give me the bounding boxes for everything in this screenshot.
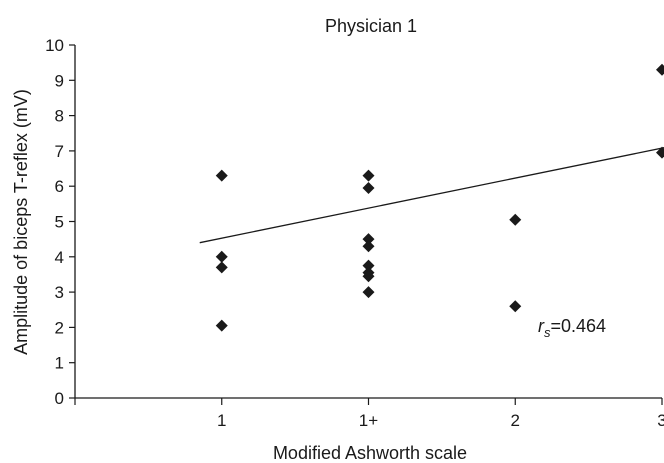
y-tick-label: 0 [55, 389, 64, 408]
data-point [509, 213, 522, 226]
x-tick-label: 3 [657, 411, 664, 430]
x-tick-label: 2 [511, 411, 520, 430]
y-tick-label: 8 [55, 107, 64, 126]
y-tick-label: 2 [55, 318, 64, 337]
chart-title: Physician 1 [325, 16, 417, 36]
y-tick-label: 3 [55, 283, 64, 302]
y-tick-label: 10 [45, 36, 64, 55]
data-point [509, 300, 522, 313]
data-points [215, 63, 664, 332]
y-tick-group: 0 1 2 3 4 5 6 7 8 9 10 [45, 36, 75, 408]
annotation-value: =0.464 [551, 316, 607, 336]
data-point [362, 169, 375, 182]
data-point [362, 286, 375, 299]
data-point [215, 261, 228, 274]
data-point [362, 270, 375, 283]
data-point [215, 250, 228, 263]
x-tick-label: 1 [217, 411, 226, 430]
y-axis-label: Amplitude of biceps T-reflex (mV) [11, 89, 31, 355]
annotation-symbol: r [538, 316, 545, 336]
y-tick-label: 7 [55, 142, 64, 161]
data-point [215, 169, 228, 182]
y-tick-label: 1 [55, 354, 64, 373]
annotation-subscript: s [544, 325, 551, 340]
y-tick-label: 4 [55, 248, 64, 267]
y-tick-label: 6 [55, 177, 64, 196]
correlation-annotation: rs=0.464 [538, 316, 606, 340]
data-point [656, 63, 664, 76]
data-point [362, 240, 375, 253]
data-point [215, 319, 228, 332]
y-tick-label: 9 [55, 71, 64, 90]
x-axis-label: Modified Ashworth scale [273, 443, 467, 463]
data-point [362, 259, 375, 272]
data-point [362, 233, 375, 246]
trend-line [199, 147, 664, 244]
y-tick-label: 5 [55, 213, 64, 232]
data-point [362, 181, 375, 194]
data-point [656, 146, 664, 159]
x-tick-group: 1 1+ 2 3 [74, 398, 664, 430]
x-tick-label: 1+ [359, 411, 378, 430]
